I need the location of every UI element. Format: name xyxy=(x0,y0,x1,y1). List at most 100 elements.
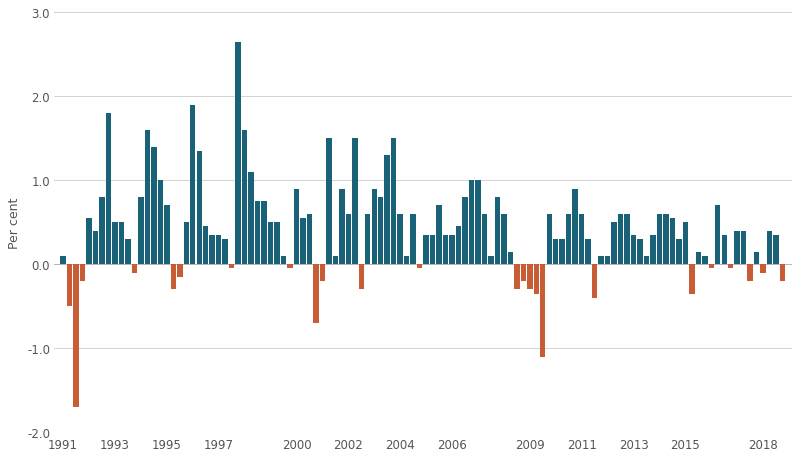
Bar xyxy=(294,189,299,265)
Bar xyxy=(728,265,734,269)
Bar xyxy=(436,206,442,265)
Bar xyxy=(747,265,753,281)
Bar xyxy=(715,206,721,265)
Bar xyxy=(521,265,526,281)
Bar xyxy=(774,235,779,265)
Bar xyxy=(229,265,234,269)
Bar xyxy=(741,231,746,265)
Bar xyxy=(183,223,189,265)
Bar xyxy=(624,214,630,265)
Bar xyxy=(112,223,118,265)
Bar xyxy=(450,235,454,265)
Bar xyxy=(469,181,474,265)
Bar xyxy=(132,265,137,273)
Bar xyxy=(177,265,182,277)
Bar xyxy=(514,265,519,290)
Bar xyxy=(598,256,604,265)
Y-axis label: Per cent: Per cent xyxy=(8,197,22,248)
Bar xyxy=(385,156,390,265)
Bar xyxy=(339,189,345,265)
Bar xyxy=(320,265,325,281)
Bar xyxy=(326,139,331,265)
Bar xyxy=(371,189,377,265)
Bar xyxy=(663,214,669,265)
Bar xyxy=(352,139,358,265)
Bar xyxy=(618,214,623,265)
Bar xyxy=(494,198,500,265)
Bar xyxy=(398,214,403,265)
Bar xyxy=(378,198,383,265)
Bar xyxy=(553,240,558,265)
Bar xyxy=(80,265,86,281)
Bar xyxy=(242,131,247,265)
Bar xyxy=(203,227,209,265)
Bar xyxy=(689,265,694,294)
Bar xyxy=(391,139,397,265)
Bar xyxy=(158,181,163,265)
Bar xyxy=(74,265,79,407)
Bar xyxy=(281,256,286,265)
Bar xyxy=(644,256,650,265)
Bar xyxy=(118,223,124,265)
Bar xyxy=(268,223,274,265)
Bar xyxy=(488,256,494,265)
Bar xyxy=(126,240,130,265)
Bar xyxy=(222,240,228,265)
Bar xyxy=(734,231,740,265)
Bar xyxy=(611,223,617,265)
Bar xyxy=(197,151,202,265)
Bar xyxy=(346,214,351,265)
Bar xyxy=(534,265,539,294)
Bar xyxy=(579,214,584,265)
Bar xyxy=(404,256,410,265)
Bar xyxy=(527,265,533,290)
Bar xyxy=(630,235,636,265)
Bar xyxy=(430,235,435,265)
Bar xyxy=(761,265,766,273)
Bar xyxy=(170,265,176,290)
Bar xyxy=(274,223,280,265)
Bar xyxy=(754,252,759,265)
Bar xyxy=(456,227,462,265)
Bar xyxy=(423,235,429,265)
Bar xyxy=(670,218,675,265)
Bar xyxy=(767,231,772,265)
Bar xyxy=(475,181,481,265)
Bar xyxy=(86,218,92,265)
Bar xyxy=(300,218,306,265)
Bar xyxy=(190,106,195,265)
Bar xyxy=(216,235,222,265)
Bar xyxy=(638,240,642,265)
Bar xyxy=(235,43,241,265)
Bar xyxy=(151,147,157,265)
Bar xyxy=(138,198,144,265)
Bar xyxy=(93,231,98,265)
Bar xyxy=(67,265,72,307)
Bar xyxy=(164,206,170,265)
Bar xyxy=(709,265,714,269)
Bar xyxy=(682,223,688,265)
Bar xyxy=(573,189,578,265)
Bar xyxy=(702,256,707,265)
Bar xyxy=(248,173,254,265)
Bar xyxy=(780,265,786,281)
Bar xyxy=(306,214,312,265)
Bar xyxy=(255,202,260,265)
Bar xyxy=(592,265,598,298)
Bar xyxy=(106,114,111,265)
Bar xyxy=(696,252,701,265)
Bar xyxy=(722,235,727,265)
Bar xyxy=(657,214,662,265)
Bar xyxy=(482,214,487,265)
Bar xyxy=(566,214,571,265)
Bar xyxy=(559,240,565,265)
Bar xyxy=(462,198,468,265)
Bar xyxy=(546,214,552,265)
Bar xyxy=(365,214,370,265)
Bar xyxy=(501,214,506,265)
Bar xyxy=(313,265,318,323)
Bar xyxy=(443,235,448,265)
Bar xyxy=(287,265,293,269)
Bar xyxy=(676,240,682,265)
Bar xyxy=(262,202,266,265)
